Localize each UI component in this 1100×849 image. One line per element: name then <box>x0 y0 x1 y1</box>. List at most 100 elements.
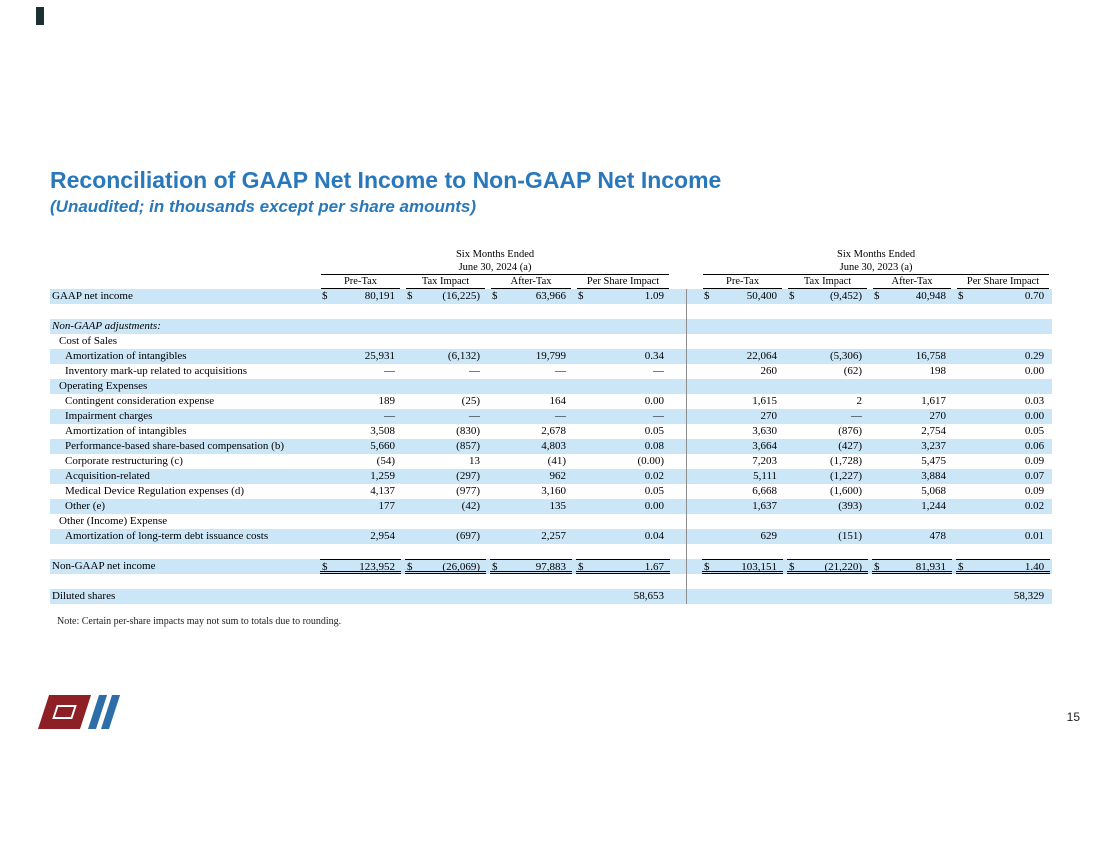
cell-value: 177 <box>318 499 403 514</box>
row-label: Performance-based share-based compensati… <box>50 439 318 454</box>
cell-value: (1,227) <box>785 469 871 484</box>
cell-number: 164 <box>549 395 567 407</box>
cell-number: 2 <box>856 395 863 407</box>
header-spacer <box>50 261 318 275</box>
cell-number: 0.34 <box>644 350 665 362</box>
period-header-2023: Six Months Ended <box>836 248 916 260</box>
cell-value <box>574 544 672 559</box>
cell-value <box>870 304 954 319</box>
cell-value: 4,803 <box>488 439 574 454</box>
group-divider <box>672 319 701 334</box>
cell-number: (42) <box>461 500 480 512</box>
cell-value: — <box>488 364 574 379</box>
cell-value: (876) <box>785 424 870 439</box>
cell-value: $ (21,220) <box>785 559 871 574</box>
column-header-label: Pre-Tax <box>321 275 400 289</box>
cell-number: 58,653 <box>633 590 665 602</box>
cell-value: 0.08 <box>574 439 673 454</box>
cell-value: 0.00 <box>954 409 1053 424</box>
group-divider <box>672 589 701 604</box>
table-row: Operating Expenses <box>50 379 1053 394</box>
cell-value <box>700 574 785 589</box>
cell-number: 5,111 <box>753 470 778 482</box>
cell-value <box>403 514 488 529</box>
cell-number: 2,754 <box>921 425 947 437</box>
cell-value: $1.09 <box>574 289 673 304</box>
cell-number: (697) <box>456 530 480 542</box>
cell-number: 1,244 <box>921 500 947 512</box>
cell-number: — <box>555 410 566 422</box>
dollar-sign: $ <box>789 561 795 573</box>
cell-number: (41) <box>547 455 566 467</box>
cell-number: 177 <box>378 500 396 512</box>
cell-value: 2,954 <box>318 529 403 544</box>
table-row: Amortization of intangibles 25,931 (6,132)… <box>50 349 1053 364</box>
cell-value <box>785 319 871 334</box>
cell-value: 0.09 <box>954 484 1052 499</box>
cell-value: 0.05 <box>574 484 672 499</box>
group-divider <box>672 454 701 469</box>
row-label <box>50 544 318 559</box>
column-header-aftertax: After-Tax <box>870 275 954 289</box>
cell-value <box>318 514 403 529</box>
cell-value: $ (16,225) <box>403 289 488 304</box>
group-divider <box>672 424 701 439</box>
cell-value: — <box>318 364 403 379</box>
cell-number: 5,068 <box>921 485 947 497</box>
cell-number: 58,329 <box>1013 590 1045 602</box>
column-header-taximpact: Tax Impact <box>403 275 488 289</box>
cell-value <box>954 379 1053 394</box>
cell-value: (54) <box>318 454 403 469</box>
cell-value: 16,758 <box>870 349 955 364</box>
cell-value <box>954 514 1052 529</box>
cell-number: (876) <box>838 425 863 437</box>
cell-number: 189 <box>378 395 396 407</box>
cell-value <box>785 574 870 589</box>
cell-value <box>318 319 403 334</box>
row-label <box>50 304 318 319</box>
table-body: GAAP net income $80,191 $ (16,225) $63,966 $1… <box>50 289 1053 604</box>
cell-number: 2,678 <box>541 425 566 437</box>
table-row: GAAP net income $80,191 $ (16,225) $63,966 $1… <box>50 289 1053 304</box>
table-row: Cost of Sales <box>50 334 1052 349</box>
row-label: Acquisition-related <box>50 469 318 484</box>
cell-number: 0.05 <box>644 485 665 497</box>
cell-value <box>870 379 955 394</box>
dollar-sign: $ <box>322 290 328 302</box>
cell-number: (857) <box>456 440 480 452</box>
period-row-2: June 30, 2024 (a) June 30, 2023 (a) <box>50 261 1052 275</box>
dollar-sign: $ <box>407 290 413 302</box>
table-row: Acquisition-related 1,259 (297) 962 0.02 5,11… <box>50 469 1053 484</box>
column-header-label: After-Tax <box>873 275 952 289</box>
header-spacer <box>50 248 318 261</box>
row-label: Medical Device Regulation expenses (d) <box>65 485 244 498</box>
cell-value: — <box>403 409 488 424</box>
column-header-row: Pre-Tax Tax Impact After-Tax Per Share I… <box>50 275 1052 289</box>
column-header-label: Tax Impact <box>788 275 868 289</box>
cell-number: 0.06 <box>1024 440 1045 452</box>
cell-value: (393) <box>785 499 871 514</box>
dollar-sign: $ <box>407 561 413 573</box>
logo-flag-icon <box>38 695 92 729</box>
cell-value: (25) <box>403 394 488 409</box>
cell-value <box>403 304 488 319</box>
group-divider <box>672 559 701 574</box>
cell-value: (977) <box>403 484 488 499</box>
table-row: Corporate restructuring (c) (54) 13 (41) (0.… <box>50 454 1052 469</box>
cell-value: (857) <box>403 439 488 454</box>
cell-value <box>488 319 574 334</box>
cell-value: 3,664 <box>700 439 786 454</box>
table-row <box>50 304 1052 319</box>
cell-number: 1.09 <box>644 290 665 302</box>
cell-value: 3,884 <box>870 469 955 484</box>
cell-value: (42) <box>403 499 488 514</box>
cell-value: $63,966 <box>488 289 574 304</box>
cell-value <box>488 574 574 589</box>
cell-number: (5,306) <box>829 350 863 362</box>
cell-value: (1,728) <box>785 454 870 469</box>
column-header-label: Pre-Tax <box>703 275 783 289</box>
group-divider <box>672 529 701 544</box>
cell-value: $ (26,069) <box>403 559 488 574</box>
cell-value: 3,160 <box>488 484 574 499</box>
cell-number: — <box>653 410 665 422</box>
